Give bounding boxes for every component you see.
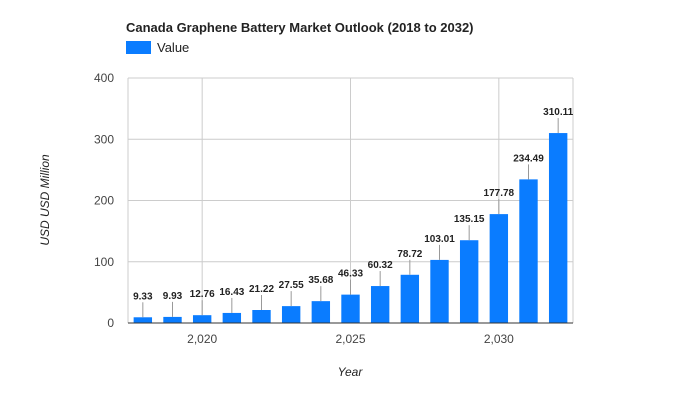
bar — [192, 315, 212, 323]
data-label: 78.72 — [397, 249, 422, 260]
y-tick-label: 200 — [94, 194, 114, 208]
data-label: 234.49 — [513, 153, 544, 164]
bar — [400, 274, 420, 323]
data-label: 21.22 — [249, 284, 274, 295]
y-tick-label: 400 — [94, 71, 114, 85]
data-label: 46.33 — [338, 269, 363, 280]
data-label: 60.32 — [368, 260, 393, 271]
bar — [430, 259, 449, 323]
data-label: 12.76 — [190, 289, 215, 300]
data-label: 177.78 — [484, 188, 515, 199]
data-label: 103.01 — [424, 234, 455, 245]
x-axis-label: Year — [338, 365, 364, 379]
bar — [163, 316, 182, 323]
bar — [548, 133, 568, 323]
bar — [489, 214, 509, 323]
bar — [281, 306, 301, 323]
bar — [370, 286, 390, 323]
y-tick-label: 300 — [94, 132, 114, 146]
data-label: 310.11 — [543, 107, 573, 118]
bars — [133, 133, 568, 323]
legend-swatch — [126, 41, 151, 54]
axes: 0 100 200 300 400 2,020 2,025 2,030 — [94, 71, 573, 346]
bar — [222, 312, 242, 323]
bar — [252, 310, 271, 323]
data-label: 35.68 — [308, 275, 333, 286]
bar — [311, 301, 331, 323]
data-label: 16.43 — [219, 287, 244, 298]
bar — [133, 317, 153, 323]
chart-title: Canada Graphene Battery Market Outlook (… — [126, 20, 474, 35]
legend: Value — [126, 40, 189, 55]
x-tick-label: 2,030 — [484, 332, 514, 346]
bar — [519, 179, 538, 323]
x-tick-label: 2,025 — [335, 332, 365, 346]
legend-label: Value — [157, 40, 189, 55]
data-label: 9.93 — [163, 291, 183, 302]
data-label: 9.33 — [133, 291, 153, 302]
bar — [459, 240, 479, 323]
x-tick-label: 2,020 — [187, 332, 217, 346]
y-tick-label: 100 — [94, 255, 114, 269]
data-labels: 9.33 9.93 12.76 16.43 21.22 27.55 35.68 46.33 60… — [133, 107, 574, 318]
y-axis-label: USD USD Million — [38, 154, 52, 246]
data-label: 135.15 — [454, 214, 485, 225]
y-tick-label: 0 — [107, 316, 114, 330]
data-label: 27.55 — [279, 280, 304, 291]
bar — [341, 294, 360, 323]
